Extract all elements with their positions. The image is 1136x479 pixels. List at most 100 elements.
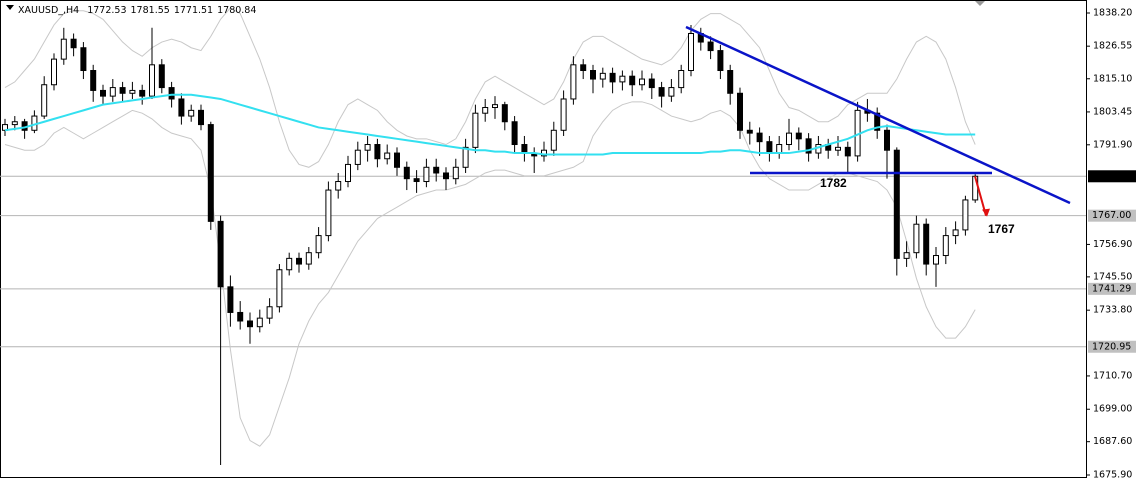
band-upper	[4, 7, 976, 168]
price-label: 1741.29	[1092, 283, 1131, 294]
y-tick-label: 1745.50	[1093, 271, 1132, 282]
candle-body	[227, 286, 234, 313]
y-tick-label: 1675.90	[1093, 469, 1132, 479]
target-label: 1767	[988, 222, 1015, 236]
candle-body	[374, 144, 381, 160]
plot-frame	[0, 0, 1087, 478]
candle-body	[413, 178, 420, 183]
moving-average	[4, 93, 976, 156]
candle-body	[609, 72, 616, 83]
candle-body	[619, 75, 626, 83]
candle-body	[462, 146, 469, 168]
candle-body	[639, 78, 645, 86]
header: XAUUSD_,H4 1772.53 1781.55 1771.51 1780.84	[18, 5, 256, 16]
price-label-box	[1088, 209, 1136, 222]
candle-body	[550, 129, 557, 151]
high: 1781.55	[131, 5, 170, 16]
candle-body	[51, 58, 57, 86]
header-icon	[6, 5, 14, 10]
price-label-box	[1088, 282, 1136, 295]
candle-body	[688, 33, 694, 72]
candle-body	[893, 149, 900, 259]
candle-body	[913, 223, 920, 254]
open: 1772.53	[87, 5, 126, 16]
candle-body	[952, 229, 959, 237]
candle-body	[296, 257, 302, 265]
price-label-box	[1088, 340, 1136, 353]
candle-body	[746, 129, 753, 134]
candle-body	[599, 72, 606, 80]
candle-body	[923, 223, 930, 265]
scroll-icon	[975, 1, 985, 6]
candle-body	[198, 109, 204, 126]
candle-body	[119, 87, 126, 94]
candle-body	[658, 87, 665, 97]
candle-body	[188, 109, 195, 117]
candle-body	[178, 98, 185, 117]
candle-body	[727, 70, 734, 94]
candle-body	[256, 317, 263, 328]
candle-body	[80, 47, 87, 72]
candle-body	[795, 132, 802, 140]
candle-body	[423, 166, 430, 183]
candle-body	[648, 78, 655, 89]
candle-body	[384, 152, 391, 160]
y-tick-label: 1687.60	[1093, 436, 1132, 447]
candle-body	[580, 64, 587, 72]
candle-body	[100, 89, 106, 97]
candle-body	[570, 64, 577, 100]
candle-body	[756, 132, 763, 143]
band-lower	[4, 101, 976, 447]
candle-body	[433, 166, 440, 174]
y-tick-label: 1699.00	[1093, 404, 1132, 415]
candle-body	[501, 104, 508, 123]
arrow-head	[982, 208, 990, 217]
candle-body	[629, 75, 636, 86]
y-tick-label: 1826.55	[1093, 41, 1132, 52]
candle-body	[139, 89, 146, 97]
candle-body	[315, 235, 322, 254]
candle-body	[521, 144, 528, 154]
y-tick-label: 1838.20	[1093, 8, 1132, 19]
price-label: 1767.00	[1092, 210, 1131, 221]
candle-body	[942, 235, 949, 257]
y-tick-label: 1733.80	[1093, 305, 1132, 316]
candle-body	[403, 166, 410, 180]
candle-body	[394, 152, 400, 168]
candle-body	[266, 306, 273, 319]
candle-body	[286, 257, 293, 271]
candle-body	[168, 87, 175, 100]
candle-body	[109, 87, 116, 97]
candle-body	[158, 64, 165, 89]
candle-body	[482, 107, 489, 114]
candle-body	[717, 50, 724, 72]
candle-body	[776, 144, 783, 154]
candle-body	[492, 104, 498, 109]
y-tick-label: 1710.70	[1093, 370, 1132, 381]
candle-body	[11, 121, 18, 126]
candle-body	[443, 172, 449, 180]
candle-body	[511, 121, 518, 146]
candle-body	[874, 112, 881, 131]
candle-body	[90, 70, 97, 91]
candle-body	[962, 199, 969, 231]
candle-body	[60, 38, 67, 60]
symbol: XAUUSD_,H4	[18, 5, 79, 16]
candle-body	[786, 132, 792, 146]
low: 1771.51	[174, 5, 213, 16]
candle-body	[237, 311, 244, 322]
candle-body	[70, 38, 77, 49]
candle-body	[541, 149, 547, 157]
candle-body	[129, 89, 136, 94]
candle-body	[560, 98, 567, 131]
candle-body	[325, 189, 332, 237]
candle-body	[354, 149, 361, 165]
plot-layer	[0, 7, 1090, 476]
price-label: 1720.95	[1092, 341, 1131, 352]
y-tick-label: 1791.90	[1093, 139, 1132, 150]
close: 1780.84	[217, 5, 256, 16]
trend-line	[685, 25, 1071, 205]
candle-body	[305, 252, 312, 265]
candle-body	[207, 124, 214, 222]
